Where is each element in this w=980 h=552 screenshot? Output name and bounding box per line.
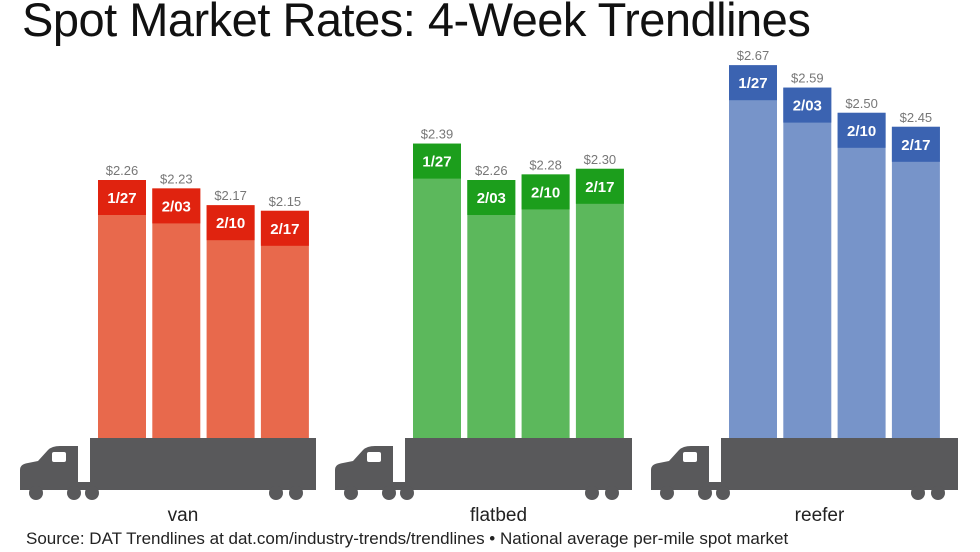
value-label: $2.67	[737, 48, 770, 63]
truck-wheel	[344, 486, 358, 500]
bar-date-box-reefer-3	[891, 126, 940, 162]
bar-reefer-3	[891, 126, 940, 439]
truck-wheel	[29, 486, 43, 500]
truck-wheel	[716, 486, 730, 500]
truck-window	[367, 452, 381, 462]
bar-flatbed-3	[575, 168, 624, 439]
bar-flatbed-0	[413, 143, 461, 438]
bar-reefer-2	[837, 112, 886, 439]
bar-date-box-van-2	[206, 205, 255, 241]
truck-cab-icon	[20, 446, 90, 490]
date-label: 2/10	[531, 184, 560, 201]
group-label-van: van	[168, 505, 199, 526]
bar-flatbed-1	[467, 180, 516, 438]
bar-date-box-flatbed-3	[575, 168, 624, 204]
truck-trailer-reefer	[721, 438, 958, 490]
truck-wheel	[382, 486, 396, 500]
value-label: $2.50	[845, 96, 878, 111]
truck-wheel	[67, 486, 81, 500]
bar-van-3	[260, 210, 309, 438]
truck-wheel	[605, 486, 619, 500]
bar-van-0	[98, 180, 146, 438]
truck-trailer-flatbed	[405, 438, 632, 490]
truck-cab-icon	[335, 446, 405, 490]
truck-wheel	[660, 486, 674, 500]
value-label: $2.23	[160, 171, 193, 186]
truck-trailer-van	[90, 438, 316, 490]
group-label-flatbed: flatbed	[470, 505, 527, 526]
date-label: 1/27	[107, 190, 136, 207]
truck-wheel	[911, 486, 925, 500]
bar-date-box-flatbed-0	[413, 143, 461, 179]
truck-wheel	[289, 486, 303, 500]
bar-date-box-flatbed-2	[521, 174, 570, 210]
value-label: $2.59	[791, 71, 824, 86]
bar-date-box-reefer-2	[837, 112, 886, 148]
truck-wheel	[269, 486, 283, 500]
bar-date-box-flatbed-1	[467, 180, 516, 215]
chart-title: Spot Market Rates: 4-Week Trendlines	[22, 0, 811, 46]
value-label: $2.30	[584, 152, 617, 167]
date-label: 2/10	[216, 215, 245, 232]
date-label: 2/03	[162, 198, 191, 215]
bar-van-2	[206, 205, 255, 438]
bar-flatbed-2	[521, 174, 570, 438]
bar-date-box-reefer-0	[729, 65, 777, 101]
value-label: $2.45	[900, 110, 933, 125]
bar-date-box-reefer-1	[783, 87, 832, 123]
truck-wheel	[585, 486, 599, 500]
date-label: 2/03	[793, 98, 822, 115]
truck-window	[683, 452, 697, 462]
bar-date-box-van-1	[152, 188, 201, 224]
date-label: 2/03	[477, 190, 506, 207]
date-label: 2/17	[270, 221, 299, 238]
bar-reefer-0	[729, 65, 777, 438]
value-label: $2.15	[269, 194, 302, 209]
truck-wheel	[931, 486, 945, 500]
truck-cab-icon	[651, 446, 721, 490]
date-label: 2/17	[585, 179, 614, 196]
bar-reefer-1	[783, 87, 832, 438]
source-note: Source: DAT Trendlines at dat.com/indust…	[26, 529, 789, 548]
date-label: 2/10	[847, 123, 876, 140]
date-label: 1/27	[422, 154, 451, 171]
group-label-reefer: reefer	[795, 505, 845, 526]
truck-window	[52, 452, 66, 462]
bar-date-box-van-3	[260, 210, 309, 246]
bar-date-box-van-0	[98, 180, 146, 215]
value-label: $2.26	[475, 163, 508, 178]
truck-wheel	[400, 486, 414, 500]
value-label: $2.17	[214, 188, 247, 203]
value-label: $2.39	[421, 127, 454, 142]
value-label: $2.26	[106, 163, 139, 178]
truck-wheel	[85, 486, 99, 500]
date-label: 1/27	[738, 75, 767, 92]
bar-van-1	[152, 188, 201, 438]
truck-wheel	[698, 486, 712, 500]
date-label: 2/17	[901, 137, 930, 154]
value-label: $2.28	[529, 157, 562, 172]
